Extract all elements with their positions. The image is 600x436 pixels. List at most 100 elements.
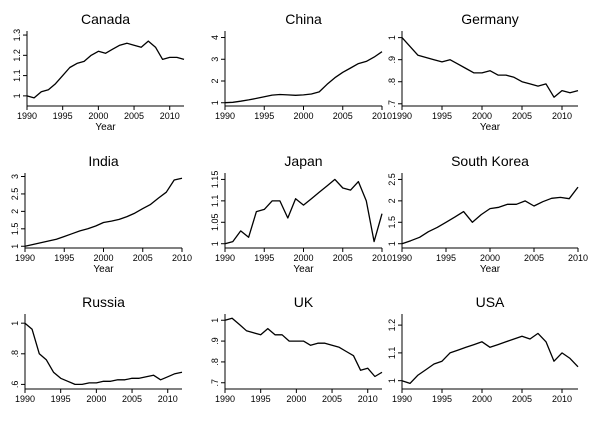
x-tick-label: 2010 bbox=[160, 111, 180, 121]
x-tick-label: 2010 bbox=[172, 253, 192, 263]
y-tick-label: .8 bbox=[10, 350, 20, 358]
y-tick-label: 3 bbox=[10, 174, 20, 179]
x-tick-label: 1990 bbox=[392, 111, 412, 121]
y-tick-label: .6 bbox=[10, 381, 20, 389]
x-tick-label: 1995 bbox=[432, 394, 452, 404]
y-tick-label: 1 bbox=[210, 241, 220, 246]
x-tick-label: 2005 bbox=[524, 253, 544, 263]
panel-2: Germany 1990 1995 2000 2005 2010 .7 .8 .9 1 Year bbox=[387, 11, 579, 133]
y-tick-label: 1 bbox=[12, 93, 22, 98]
x-tick-label: 1990 bbox=[15, 253, 35, 263]
y-tick-label: 1 bbox=[10, 244, 20, 249]
x-tick-label: 2010 bbox=[158, 394, 178, 404]
panel-5: South Korea 1990 1995 2000 2005 2010 1 1.5 2 2.5 Y… bbox=[387, 153, 588, 275]
x-tick-label: 1990 bbox=[215, 111, 235, 121]
x-tick-label: 2005 bbox=[333, 253, 353, 263]
panel-title: Canada bbox=[81, 11, 130, 27]
y-tick-label: 1 bbox=[10, 321, 20, 326]
series-line-0 bbox=[401, 37, 579, 98]
x-tick-label: 2000 bbox=[293, 111, 313, 121]
x-tick-label: 2000 bbox=[86, 394, 106, 404]
y-tick-label: .8 bbox=[210, 358, 220, 366]
x-tick-label: 1995 bbox=[251, 394, 271, 404]
x-tick-label: 2005 bbox=[122, 394, 142, 404]
y-tick-label: .8 bbox=[387, 78, 397, 86]
y-tick-label: 1.5 bbox=[10, 223, 20, 236]
panel-1: China 1990 1995 2000 2005 2010 1 2 3 4 bbox=[210, 11, 392, 121]
series-line-0 bbox=[24, 322, 183, 386]
panel-title: USA bbox=[476, 294, 505, 310]
y-tick-label: 1.1 bbox=[387, 347, 397, 360]
x-tick-label: 2010 bbox=[372, 253, 392, 263]
panel-title: South Korea bbox=[451, 153, 529, 169]
x-tick-label: 1995 bbox=[53, 111, 73, 121]
x-tick-label: 2005 bbox=[133, 253, 153, 263]
x-axis-label: Year bbox=[93, 264, 114, 275]
panel-6: Russia 1990 1995 2000 2005 2010 .6 .8 1 bbox=[10, 294, 183, 404]
panel-title: UK bbox=[294, 294, 314, 310]
x-tick-label: 2010 bbox=[372, 111, 392, 121]
x-tick-label: 2005 bbox=[512, 111, 532, 121]
y-tick-label: 1.3 bbox=[12, 29, 22, 42]
x-tick-label: 2000 bbox=[286, 394, 306, 404]
y-tick-label: 2.5 bbox=[387, 173, 397, 186]
y-tick-label: 1 bbox=[210, 318, 220, 323]
x-tick-label: 1995 bbox=[54, 253, 74, 263]
x-tick-label: 1990 bbox=[15, 394, 35, 404]
x-tick-label: 2010 bbox=[568, 253, 588, 263]
panel-3: India 1990 1995 2000 2005 2010 1 1.5 2 2.5 3 Year bbox=[10, 153, 192, 275]
x-tick-label: 2000 bbox=[93, 253, 113, 263]
y-tick-label: 1 bbox=[387, 35, 397, 40]
x-tick-label: 1990 bbox=[215, 253, 235, 263]
x-tick-label: 2005 bbox=[124, 111, 144, 121]
x-axis-label: Year bbox=[95, 122, 116, 133]
y-tick-label: 1.1 bbox=[210, 195, 220, 208]
y-tick-label: 3 bbox=[210, 57, 220, 62]
series-line-0 bbox=[24, 177, 183, 247]
panel-title: Russia bbox=[82, 294, 125, 310]
y-tick-label: 1.2 bbox=[12, 49, 22, 62]
panel-title: Japan bbox=[284, 153, 322, 169]
x-tick-label: 2000 bbox=[472, 394, 492, 404]
x-tick-label: 2000 bbox=[293, 253, 313, 263]
panel-title: India bbox=[88, 153, 119, 169]
x-tick-label: 2000 bbox=[472, 111, 492, 121]
y-tick-label: 1.5 bbox=[387, 216, 397, 229]
y-tick-label: 2.5 bbox=[10, 188, 20, 201]
x-tick-label: 2005 bbox=[322, 394, 342, 404]
x-tick-label: 2005 bbox=[333, 111, 353, 121]
y-tick-label: 2 bbox=[387, 198, 397, 203]
x-tick-label: 2000 bbox=[88, 111, 108, 121]
x-tick-label: 1990 bbox=[215, 394, 235, 404]
panel-7: UK 1990 1995 2000 2005 2010 .7 .8 .9 1 bbox=[210, 294, 383, 404]
x-tick-label: 2010 bbox=[358, 394, 378, 404]
series-line-0 bbox=[224, 178, 383, 245]
x-tick-label: 1995 bbox=[51, 394, 71, 404]
y-tick-label: .9 bbox=[387, 56, 397, 64]
x-tick-label: 2010 bbox=[552, 111, 572, 121]
panel-8: USA 1990 1995 2000 2005 2010 1 1.1 1.2 bbox=[387, 294, 579, 404]
y-tick-label: 1 bbox=[387, 241, 397, 246]
x-tick-label: 1990 bbox=[17, 111, 37, 121]
y-tick-label: 2 bbox=[10, 209, 20, 214]
series-line-0 bbox=[401, 332, 579, 385]
series-line-0 bbox=[224, 317, 383, 378]
y-tick-label: 1 bbox=[210, 100, 220, 105]
y-tick-label: 1 bbox=[387, 378, 397, 383]
panel-title: Germany bbox=[461, 11, 519, 27]
x-axis-label: Year bbox=[293, 264, 314, 275]
panel-title: China bbox=[285, 11, 322, 27]
y-tick-label: .7 bbox=[387, 100, 397, 108]
x-tick-label: 1995 bbox=[254, 253, 274, 263]
panel-4: Japan 1990 1995 2000 2005 2010 1 1.05 1.1 1.15 Yea… bbox=[210, 153, 392, 275]
y-tick-label: .9 bbox=[210, 337, 220, 345]
x-axis-label: Year bbox=[480, 264, 501, 275]
x-tick-label: 1990 bbox=[392, 394, 412, 404]
x-tick-label: 2010 bbox=[552, 394, 572, 404]
series-line-0 bbox=[224, 51, 383, 104]
series-line-0 bbox=[401, 186, 579, 245]
y-tick-label: 1.1 bbox=[12, 69, 22, 82]
y-tick-label: 2 bbox=[210, 78, 220, 83]
y-tick-label: 1.2 bbox=[387, 319, 397, 332]
